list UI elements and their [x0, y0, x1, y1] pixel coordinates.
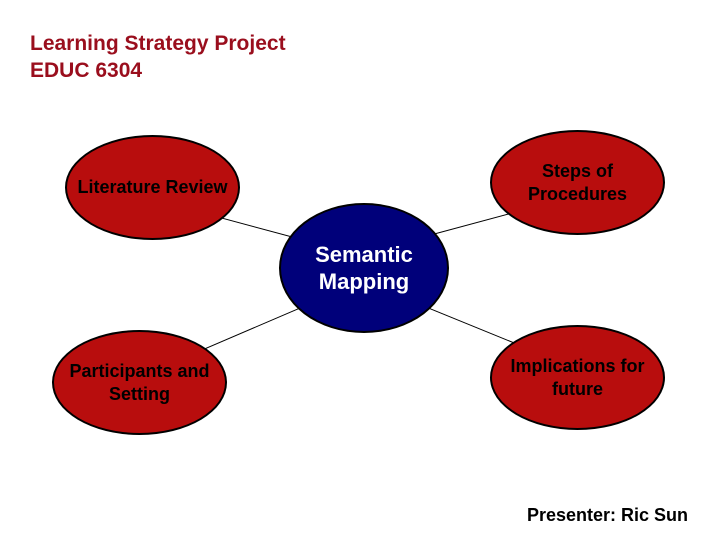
node-label: Literature Review [77, 176, 227, 199]
node-label: Participants and Setting [54, 360, 225, 405]
center-node-label: Semantic Mapping [281, 241, 447, 296]
node-label: Steps of Procedures [492, 160, 663, 205]
node-participants-setting: Participants and Setting [52, 330, 227, 435]
semantic-map-diagram: Semantic Mapping Literature Review Steps… [0, 100, 728, 480]
page-title: Learning Strategy Project EDUC 6304 [30, 30, 286, 85]
title-line-2: EDUC 6304 [30, 57, 286, 84]
center-node: Semantic Mapping [279, 203, 449, 333]
node-steps-procedures: Steps of Procedures [490, 130, 665, 235]
title-line-1: Learning Strategy Project [30, 30, 286, 57]
node-implications-future: Implications for future [490, 325, 665, 430]
node-label: Implications for future [492, 355, 663, 400]
presenter-footer: Presenter: Ric Sun [527, 505, 688, 526]
node-literature-review: Literature Review [65, 135, 240, 240]
